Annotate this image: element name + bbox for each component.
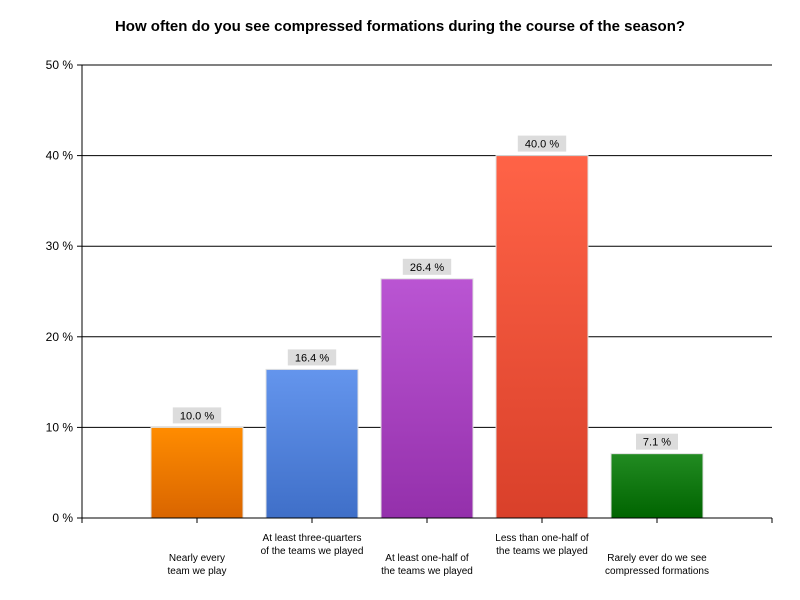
data-label: 10.0 % [180, 410, 214, 422]
data-label: 16.4 % [295, 352, 329, 364]
x-category-label: of the teams we played [261, 546, 364, 557]
data-label: 26.4 % [410, 262, 444, 274]
chart-title: How often do you see compressed formatio… [114, 18, 686, 35]
data-label-bg [517, 135, 567, 152]
x-category-label: the teams we played [496, 546, 588, 557]
x-category-label: team we play [168, 566, 227, 577]
data-label: 7.1 % [643, 437, 671, 449]
data-label-bg [402, 258, 452, 275]
data-label-bg [287, 349, 337, 366]
y-tick-label: 0 % [52, 511, 73, 525]
y-tick-label: 10 % [46, 420, 74, 434]
y-tick-label: 30 % [46, 239, 74, 253]
data-label-bg [172, 407, 222, 424]
x-category-label: the teams we played [381, 566, 473, 577]
data-label-bg [636, 433, 678, 450]
data-label: 40.0 % [525, 139, 559, 151]
x-category-label: Less than one-half of [495, 533, 589, 544]
bar [150, 426, 244, 519]
x-category-label: Nearly every [169, 553, 225, 564]
bar [610, 453, 704, 519]
y-tick-label: 20 % [46, 330, 74, 344]
x-category-label: At least one-half of [385, 553, 469, 564]
bar [265, 368, 359, 519]
y-tick-label: 40 % [46, 149, 74, 163]
bar [495, 155, 589, 519]
x-category-label: At least three-quarters [263, 533, 362, 544]
y-tick-label: 50 % [46, 58, 74, 72]
x-category-label: Rarely ever do we see [607, 553, 707, 564]
bar [380, 278, 474, 519]
x-category-label: compressed formations [605, 566, 709, 577]
